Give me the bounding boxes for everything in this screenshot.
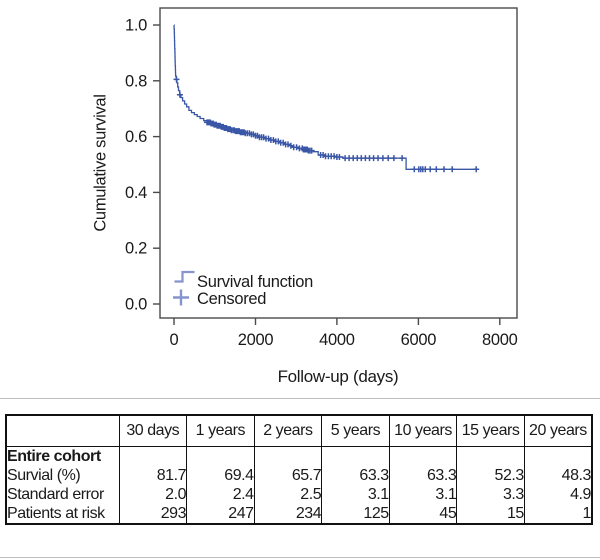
header-cell-5years: 5 years bbox=[321, 415, 390, 447]
atrisk-value: 125 bbox=[363, 505, 389, 522]
survival-value: 48.3 bbox=[561, 467, 592, 484]
x-tick-label: 2000 bbox=[238, 331, 274, 349]
x-axis-label: Follow-up (days) bbox=[277, 367, 399, 386]
header-cell-20years: 20 years bbox=[523, 415, 592, 447]
table-body-row: Entire cohort Survial (%) Standard error… bbox=[6, 446, 592, 525]
table-header-row: 30 days 1 years 2 years 5 years 10 years… bbox=[6, 415, 592, 447]
survival-value: 52.3 bbox=[494, 467, 525, 484]
legend-label-censored: Censored bbox=[197, 290, 266, 308]
legend-step-icon bbox=[174, 270, 195, 283]
survival-value: 65.7 bbox=[291, 467, 322, 484]
survival-value: 63.3 bbox=[359, 467, 389, 484]
header-cell-15years: 15 years bbox=[456, 415, 525, 447]
value-cell-2years: 65.7 2.5 234 bbox=[253, 446, 322, 524]
header-cell-30days: 30 days bbox=[118, 415, 187, 447]
value-cell-10years: 63.3 3.1 45 bbox=[388, 446, 457, 524]
survival-value: 81.7 bbox=[156, 467, 187, 484]
header-cell-10years: 10 years bbox=[388, 415, 457, 447]
survival-curve bbox=[173, 24, 477, 170]
row-label-atrisk: Patients at risk bbox=[7, 505, 105, 522]
y-tick-label: 0.0 bbox=[125, 296, 147, 314]
value-cell-1years: 69.4 2.4 247 bbox=[186, 446, 255, 524]
stderr-value: 3.1 bbox=[435, 486, 457, 503]
stderr-value: 2.5 bbox=[300, 486, 322, 503]
cohort-group-label: Entire cohort bbox=[7, 448, 101, 465]
x-tick-label: 6000 bbox=[401, 331, 437, 349]
atrisk-value: 247 bbox=[228, 505, 254, 522]
row-labels-cell: Entire cohort Survial (%) Standard error… bbox=[6, 447, 119, 525]
legend-label-survival: Survival function bbox=[197, 273, 313, 291]
y-tick-label: 0.4 bbox=[125, 184, 147, 202]
survival-value: 69.4 bbox=[224, 467, 254, 484]
stderr-value: 2.0 bbox=[165, 486, 187, 503]
y-tick-label: 0.6 bbox=[125, 128, 147, 146]
value-cell-20years: 48.3 4.9 1 bbox=[523, 446, 592, 524]
atrisk-value: 234 bbox=[295, 505, 322, 522]
stderr-value: 3.1 bbox=[367, 486, 389, 503]
survival-value: 63.3 bbox=[426, 467, 457, 484]
survival-plot-svg: 1.0 0.8 0.6 0.4 0.2 0.0 0 2000 4000 6000 8000 Survi… bbox=[125, 7, 518, 349]
atrisk-value: 15 bbox=[506, 505, 524, 522]
atrisk-value: 1 bbox=[582, 505, 592, 522]
separator-line-top bbox=[0, 398, 600, 399]
row-label-survival: Survial (%) bbox=[7, 467, 81, 484]
y-tick-label: 0.2 bbox=[125, 240, 147, 258]
separator-line-bottom bbox=[0, 557, 600, 558]
legend-plus-icon bbox=[173, 289, 189, 306]
stderr-value: 2.4 bbox=[232, 486, 254, 503]
value-cell-5years: 63.3 3.1 125 bbox=[321, 446, 390, 524]
header-cell-1years: 1 years bbox=[186, 415, 255, 447]
y-axis-label: Cumulative survival bbox=[91, 94, 110, 232]
x-tick-label: 8000 bbox=[482, 331, 518, 349]
plot-frame bbox=[159, 7, 518, 319]
stderr-value: 3.3 bbox=[502, 486, 524, 503]
y-tick-label: 1.0 bbox=[125, 17, 147, 35]
value-cell-15years: 52.3 3.3 15 bbox=[456, 446, 525, 524]
row-label-stderr: Standard error bbox=[7, 486, 104, 503]
survival-table: 30 days 1 years 2 years 5 years 10 years… bbox=[5, 414, 593, 525]
x-tick-label: 4000 bbox=[319, 331, 355, 349]
stderr-value: 4.9 bbox=[570, 486, 591, 503]
header-cell-empty bbox=[6, 415, 119, 447]
value-cell-30days: 81.7 2.0 293 bbox=[118, 446, 187, 524]
x-tick-label: 0 bbox=[170, 331, 179, 349]
atrisk-value: 293 bbox=[160, 505, 187, 522]
y-tick-label: 0.8 bbox=[125, 72, 147, 90]
atrisk-value: 45 bbox=[439, 505, 457, 522]
censored-marks bbox=[173, 76, 480, 173]
header-cell-2years: 2 years bbox=[253, 415, 322, 447]
km-chart: 1.0 0.8 0.6 0.4 0.2 0.0 0 2000 4000 6000 8000 Survi… bbox=[91, 7, 518, 386]
